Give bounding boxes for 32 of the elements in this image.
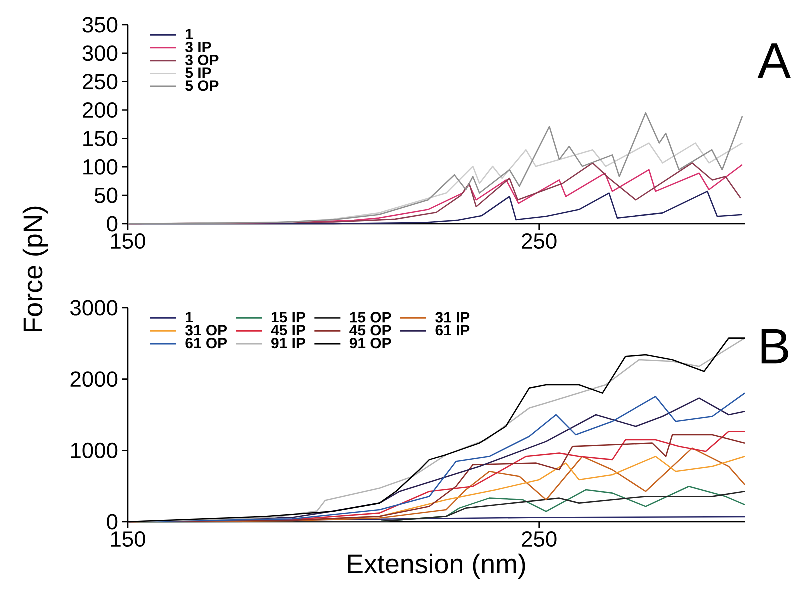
legend-label: 45 IP <box>271 325 306 336</box>
legend-label: 1 <box>186 312 194 323</box>
y-tick-label: 200 <box>83 102 118 118</box>
y-tick-label: 350 <box>82 17 118 33</box>
legend-label: 61 OP <box>186 338 228 349</box>
y-tick-label: 0 <box>107 514 118 530</box>
legend-label: 15 OP <box>350 312 392 323</box>
y-tick-label: 0 <box>107 216 118 232</box>
y-axis-title: Force (pN) <box>22 206 48 332</box>
text: B <box>762 329 788 364</box>
legend-label: 1 <box>186 29 194 40</box>
y-tick-label: 3000 <box>70 300 118 316</box>
legend-label: 31 OP <box>186 325 228 336</box>
y-tick-label: 150 <box>84 130 118 146</box>
y-tick-label: 50 <box>94 188 118 204</box>
legend-label: 5 OP <box>186 80 219 92</box>
legend-label: 45 OP <box>350 325 392 336</box>
legend-label: 31 IP <box>436 312 470 323</box>
y-tick-label: 2000 <box>70 372 118 388</box>
y-tick-label: 1000 <box>71 442 118 458</box>
y-tick-label: 300 <box>82 46 118 62</box>
legend-label: 91 OP <box>350 338 392 349</box>
legend-label: 5 IP <box>186 68 212 78</box>
y-tick-label: 250 <box>83 74 118 90</box>
legend-label: 61 IP <box>436 325 470 336</box>
y-tick-label: 100 <box>84 159 118 175</box>
legend-label: 15 IP <box>272 312 306 323</box>
x-axis-title: Extension (nm) <box>348 554 526 579</box>
legend-label: 3 OP <box>186 54 219 66</box>
text: A <box>758 44 791 78</box>
legend-label: 3 IP <box>186 42 212 53</box>
legend-label: 91 IP <box>272 338 306 349</box>
